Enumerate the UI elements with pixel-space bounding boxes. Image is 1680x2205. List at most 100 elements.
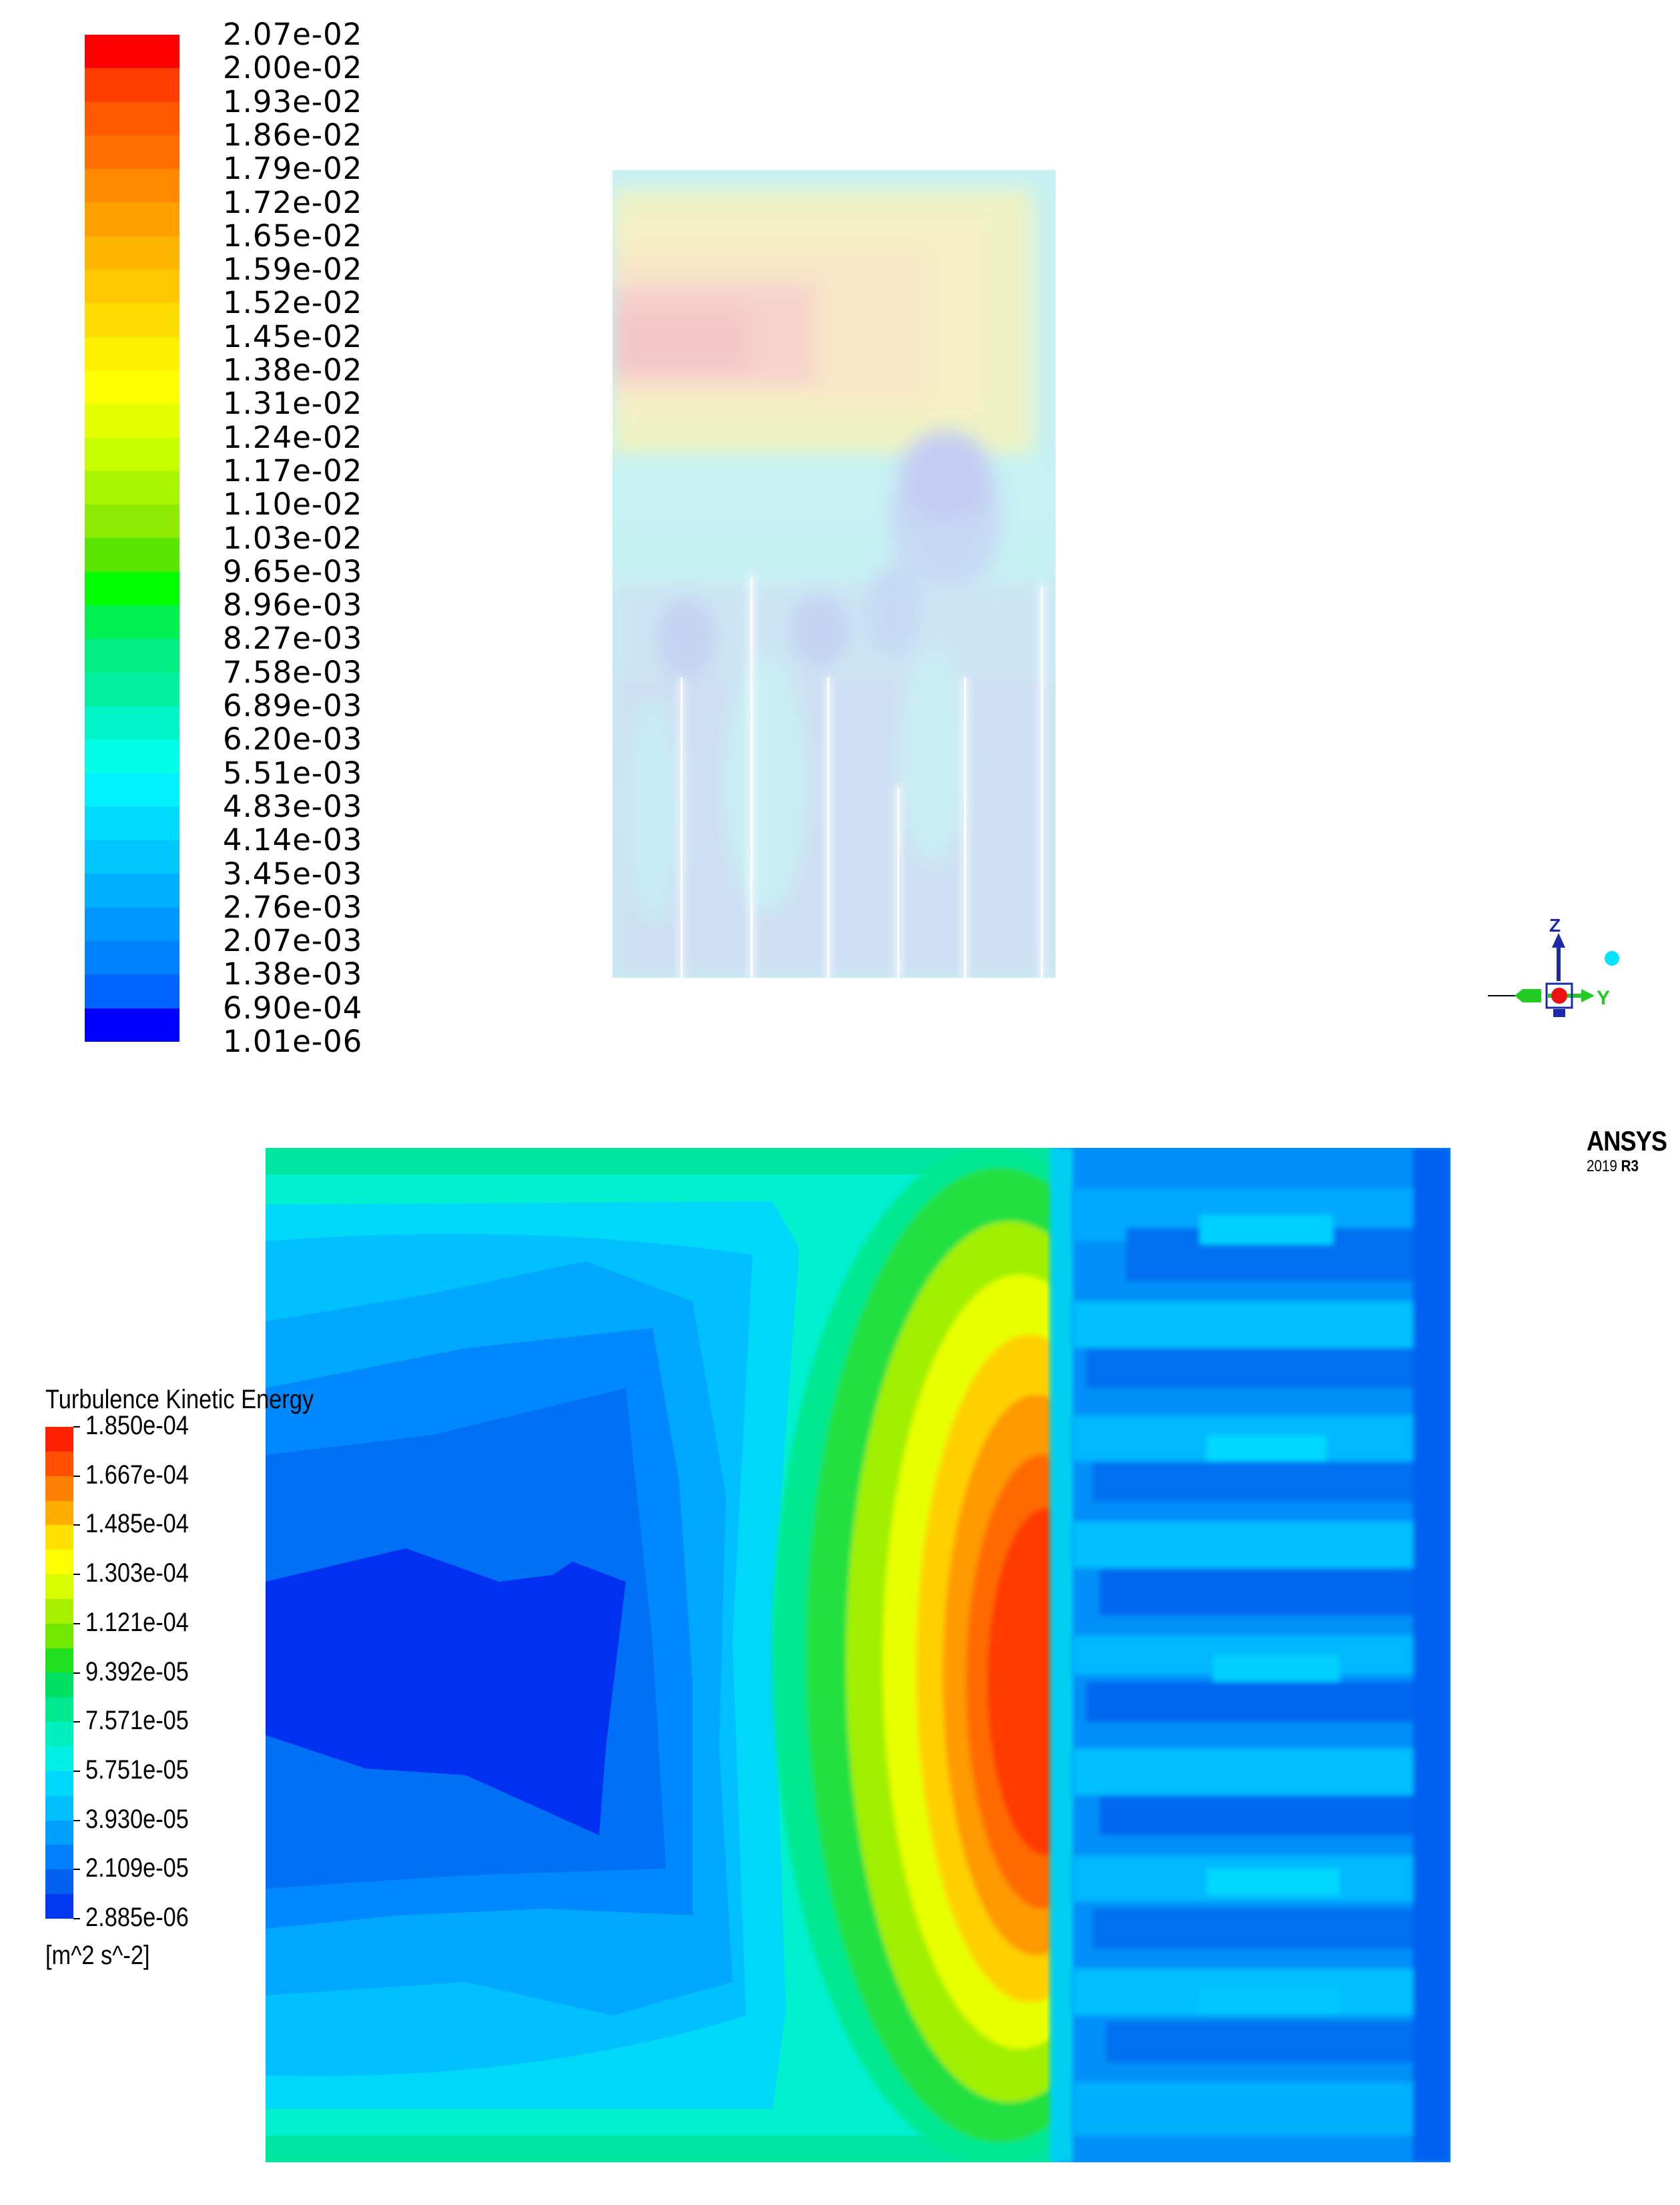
bottom-plot-fin-channels [1073, 1148, 1450, 2162]
bottom-legend-tick [73, 1672, 80, 1674]
top-plot-warm-region [612, 189, 1033, 456]
bottom-legend-color-band [45, 1722, 73, 1747]
bottom-legend-tick [73, 1622, 80, 1624]
top-plot-walls-sharp [681, 577, 1043, 978]
top-legend-label: 3.45e-03 [223, 856, 363, 892]
bottom-legend-label: 1.485e-04 [85, 1509, 189, 1539]
bottom-legend-label: 9.392e-05 [85, 1656, 189, 1686]
top-legend-color-band [85, 538, 179, 572]
bottom-legend-tick [73, 1918, 80, 1919]
top-legend-color-band [85, 840, 179, 874]
bottom-legend-label: 1.667e-04 [85, 1460, 189, 1490]
top-legend-color-band [85, 135, 179, 170]
bottom-legend-color-band [45, 1623, 73, 1648]
bottom-legend-tick [73, 1721, 80, 1723]
top-legend-color-band [85, 874, 179, 908]
bottom-legend-color-band [45, 1697, 73, 1722]
top-legend-color-band [85, 437, 179, 471]
bottom-legend-color-band [45, 1869, 73, 1895]
bottom-legend-color-band [45, 1820, 73, 1845]
top-legend-label: 2.00e-02 [223, 50, 363, 86]
bottom-legend-color-band [45, 1525, 73, 1550]
ansys-logo-text: ANSYS [1587, 1125, 1667, 1157]
bottom-legend-title: Turbulence Kinetic Energy [45, 1385, 314, 1414]
bottom-legend-tick [73, 1819, 80, 1821]
triad-y-label: Y [1597, 987, 1610, 1009]
bottom-legend-color-band [45, 1476, 73, 1501]
top-legend-label: 1.31e-02 [223, 386, 363, 422]
bottom-legend-color-band [45, 1795, 73, 1821]
bottom-legend-label: 2.885e-06 [85, 1903, 189, 1932]
top-legend-color-band [85, 773, 179, 807]
top-legend-color-band [85, 336, 179, 370]
top-legend-label: 1.86e-02 [223, 117, 363, 153]
ansys-version: 2019 R3 [1587, 1157, 1639, 1176]
bottom-legend-color-band [45, 1894, 73, 1919]
top-legend-color-band [85, 202, 179, 236]
top-legend-color-band [85, 806, 179, 841]
bottom-legend-color-band [45, 1598, 73, 1624]
top-legend-color-band [85, 1008, 179, 1042]
top-legend-color-band [85, 470, 179, 505]
coordinate-triad: Y Z [1488, 915, 1619, 1017]
bottom-legend-color-band [45, 1771, 73, 1796]
triad-origin-box [1545, 982, 1573, 1009]
bottom-legend-label: 1.121e-04 [85, 1607, 189, 1637]
bottom-legend-color-band [45, 1746, 73, 1771]
top-legend-label: 6.20e-03 [223, 721, 363, 757]
bottom-legend-tick [73, 1524, 80, 1526]
bottom-legend-label: 7.571e-05 [85, 1706, 189, 1736]
top-legend-color-band [85, 672, 179, 706]
top-legend-label: 2.76e-03 [223, 889, 363, 925]
bottom-legend-color-band [45, 1574, 73, 1599]
top-legend-label: 1.17e-02 [223, 452, 363, 489]
top-legend-label: 1.01e-06 [223, 1024, 363, 1059]
top-legend-color-band [85, 270, 179, 304]
top-legend-label: 4.83e-03 [223, 788, 363, 824]
bottom-legend-color-band [45, 1427, 73, 1452]
top-legend-color-band [85, 169, 179, 203]
top-legend-label: 1.38e-02 [223, 352, 363, 388]
top-contour-plot [612, 170, 1056, 978]
top-legend-color-band [85, 974, 179, 1008]
top-legend-color-band [85, 101, 179, 135]
top-color-legend-bar [85, 35, 179, 1042]
top-legend-label: 2.07e-02 [223, 17, 363, 52]
triad-origin-x-dot [1551, 988, 1567, 1004]
bottom-contour-plot [266, 1148, 1450, 2162]
bottom-legend-tick [73, 1426, 80, 1428]
top-legend-label: 6.89e-03 [223, 688, 363, 723]
top-legend-color-band [85, 35, 179, 69]
bottom-legend-tick [73, 1869, 80, 1871]
top-legend-label: 1.52e-02 [223, 285, 363, 321]
bottom-legend-label: 5.751e-05 [85, 1755, 189, 1785]
top-legend-color-band [85, 639, 179, 673]
top-legend-label: 1.79e-02 [223, 151, 363, 187]
top-legend-label: 1.65e-02 [223, 218, 363, 254]
triad-light-indicator [1605, 951, 1619, 966]
top-legend-label: 7.58e-03 [223, 654, 363, 690]
top-legend-label: 4.14e-03 [223, 822, 363, 858]
bottom-legend-tick [73, 1475, 80, 1477]
bottom-legend-color-band [45, 1672, 73, 1698]
ansys-version-release: R3 [1621, 1157, 1639, 1175]
top-legend-label: 2.07e-03 [223, 923, 363, 959]
top-legend-label: 9.65e-03 [223, 553, 363, 589]
top-legend-label: 5.51e-03 [223, 755, 363, 791]
top-legend-label: 8.96e-03 [223, 587, 363, 623]
bottom-legend-color-band [45, 1845, 73, 1870]
top-legend-label: 1.93e-02 [223, 83, 363, 119]
bottom-legend-color-band [45, 1500, 73, 1526]
top-legend-label: 1.03e-02 [223, 520, 363, 556]
top-legend-color-band [85, 68, 179, 102]
top-legend-label: 1.45e-02 [223, 318, 363, 354]
bottom-legend-color-band [45, 1648, 73, 1673]
top-legend-color-band [85, 907, 179, 942]
bottom-legend-label: 3.930e-05 [85, 1804, 189, 1834]
top-plot-cool-region [612, 430, 1056, 978]
bottom-legend-label: 2.109e-05 [85, 1853, 189, 1883]
top-legend-color-band [85, 605, 179, 639]
top-legend-label: 6.90e-04 [223, 990, 363, 1026]
ansys-version-year: 2019 [1587, 1157, 1617, 1175]
top-legend-color-band [85, 571, 179, 606]
